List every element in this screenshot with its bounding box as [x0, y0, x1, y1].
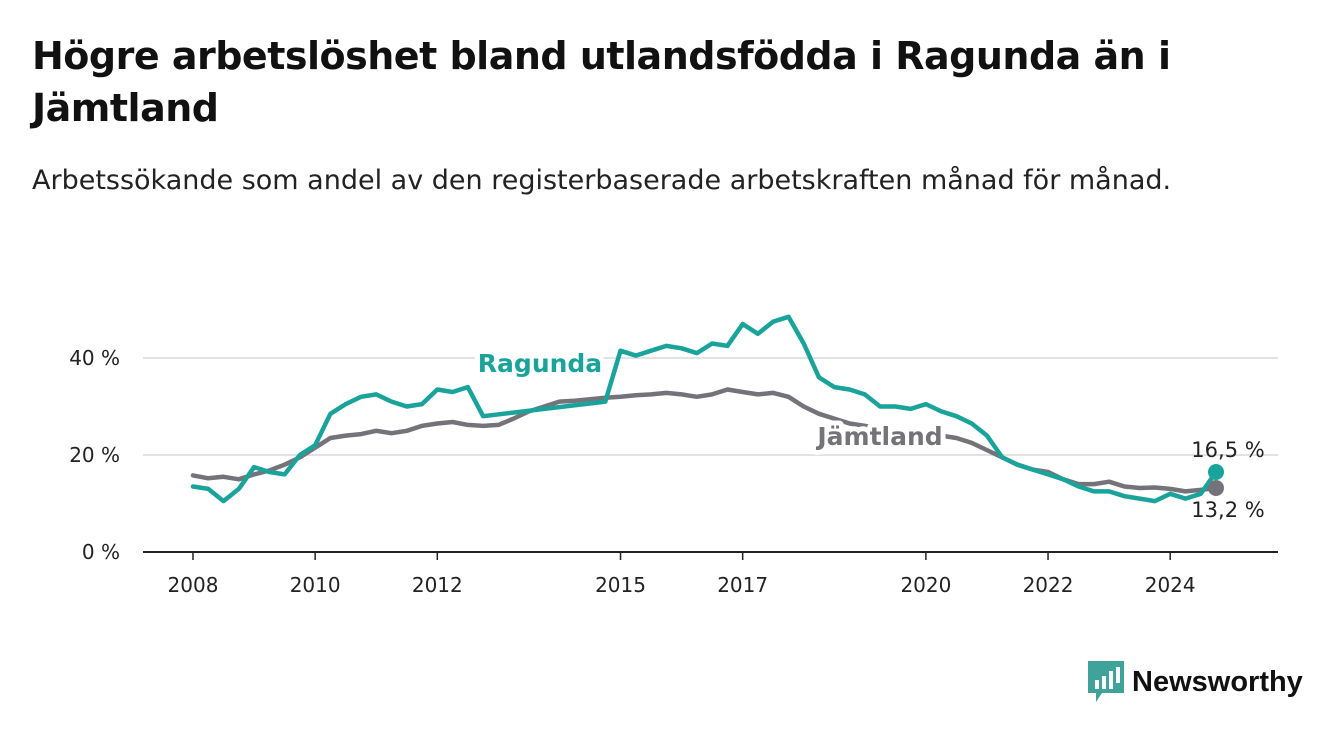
- x-tick-label: 2020: [900, 573, 951, 597]
- x-tick-label: 2024: [1145, 573, 1196, 597]
- brand-name: Newsworthy: [1132, 665, 1303, 698]
- end-label-jamtland: 13,2 %: [1191, 498, 1264, 522]
- series-layer: [190, 314, 1224, 504]
- gridlines: [143, 357, 1278, 456]
- series-label-ragunda-halo: Ragunda: [478, 349, 602, 378]
- x-tick-label: 2008: [168, 573, 219, 597]
- newsworthy-brand[interactable]: Newsworthy: [1088, 660, 1303, 704]
- x-tick-label: 2017: [717, 573, 768, 597]
- y-tick-label: 0 %: [82, 540, 120, 564]
- series-label-jamtland: Jämtland: [815, 422, 942, 451]
- x-tick-label: 2022: [1023, 573, 1074, 597]
- chart-subtitle: Arbetssökande som andel av den registerb…: [32, 165, 1172, 196]
- series-line-ragunda: [190, 314, 1219, 504]
- series-label-ragunda: Ragunda: [478, 349, 602, 378]
- x-tick-label: 2015: [595, 573, 646, 597]
- end-point-ragunda: [1208, 463, 1224, 480]
- end-point-jamtland: [1208, 479, 1224, 496]
- end-label-ragunda: 16,5 %: [1191, 438, 1264, 462]
- x-tick-label: 2012: [412, 573, 463, 597]
- x-tick-label: 2010: [290, 573, 341, 597]
- series-label-jamtland-halo: Jämtland: [815, 422, 942, 451]
- y-tick-label: 40 %: [69, 346, 120, 370]
- y-tick-label: 20 %: [69, 443, 120, 467]
- axis-layer: 0 % 20 % 40 % 2008 2010 2012 2015 2017 2020 2022 2…: [69, 346, 1278, 597]
- bar-chart-logo-icon: [1088, 661, 1124, 702]
- chart-title: Högre arbetslöshet bland utlandsfödda i …: [32, 34, 1171, 130]
